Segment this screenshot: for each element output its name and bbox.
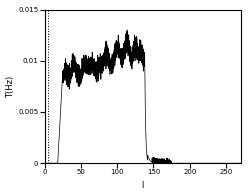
Y-axis label: T(Hz): T(Hz) [6, 75, 15, 98]
X-axis label: l: l [141, 181, 144, 190]
